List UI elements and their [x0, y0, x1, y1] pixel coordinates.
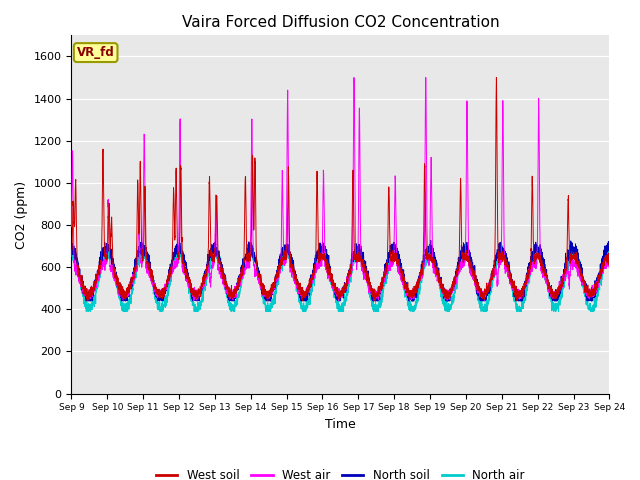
- West air: [461, 255, 469, 261]
- West soil: [605, 251, 613, 257]
- North soil: [605, 243, 613, 249]
- North soil: [431, 256, 439, 262]
- North soil: [321, 249, 328, 254]
- West soil: [431, 264, 439, 270]
- North air: [431, 263, 439, 269]
- West air: [605, 262, 613, 267]
- North air: [492, 262, 499, 268]
- X-axis label: Time: Time: [325, 418, 356, 431]
- West air: [68, 224, 76, 229]
- Line: West soil: West soil: [72, 77, 609, 301]
- West air: [320, 201, 328, 207]
- Line: West air: West air: [72, 77, 609, 301]
- North air: [211, 241, 219, 247]
- West soil: [83, 298, 91, 304]
- West air: [492, 265, 499, 271]
- North air: [164, 287, 172, 292]
- West soil: [461, 257, 468, 263]
- North soil: [461, 243, 469, 249]
- Legend: West soil, West air, North soil, North air: West soil, West air, North soil, North a…: [151, 464, 529, 480]
- West soil: [493, 74, 500, 80]
- North soil: [68, 250, 76, 255]
- Y-axis label: CO2 (ppm): CO2 (ppm): [15, 180, 28, 249]
- North air: [605, 251, 613, 256]
- West air: [164, 280, 172, 286]
- West air: [335, 298, 342, 304]
- West air: [605, 261, 612, 267]
- North soil: [492, 259, 499, 264]
- West soil: [68, 252, 76, 258]
- North soil: [164, 278, 172, 284]
- North soil: [605, 239, 612, 245]
- North air: [461, 251, 469, 257]
- North air: [83, 309, 90, 314]
- West air: [431, 265, 439, 271]
- West air: [350, 74, 358, 80]
- North soil: [83, 298, 90, 304]
- North air: [605, 253, 612, 259]
- Text: VR_fd: VR_fd: [77, 46, 115, 59]
- West soil: [605, 257, 612, 263]
- West soil: [492, 203, 499, 208]
- West soil: [321, 254, 328, 260]
- Line: North soil: North soil: [72, 240, 609, 301]
- Title: Vaira Forced Diffusion CO2 Concentration: Vaira Forced Diffusion CO2 Concentration: [182, 15, 499, 30]
- West soil: [164, 276, 172, 282]
- Line: North air: North air: [72, 244, 609, 312]
- North soil: [319, 237, 326, 242]
- North air: [321, 254, 328, 260]
- North air: [68, 253, 76, 259]
